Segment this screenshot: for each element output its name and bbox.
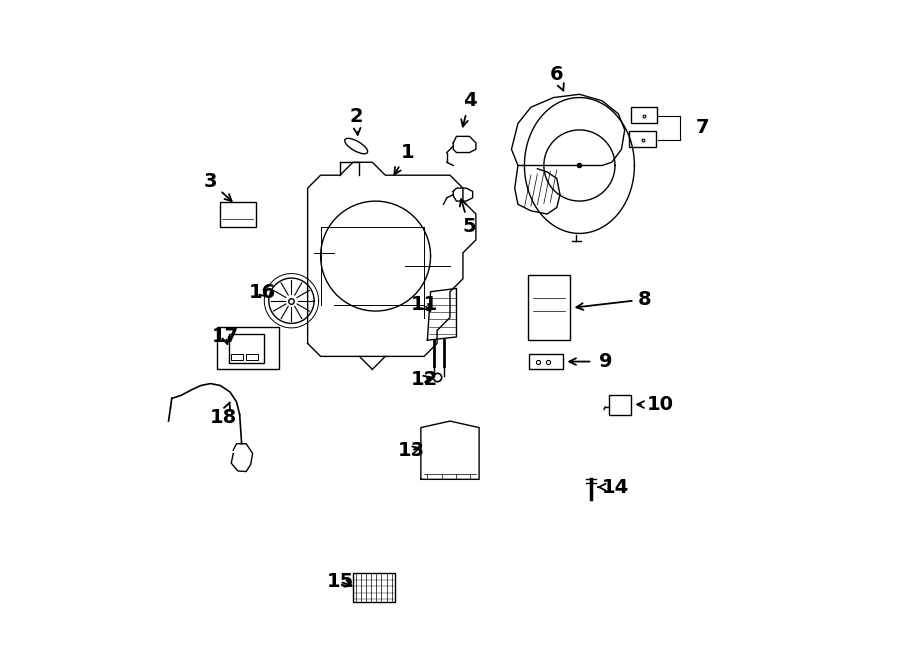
Text: 17: 17 xyxy=(212,327,239,346)
Text: 7: 7 xyxy=(696,118,709,137)
Text: 14: 14 xyxy=(598,478,628,496)
Text: 5: 5 xyxy=(460,199,476,237)
Text: 9: 9 xyxy=(598,352,612,371)
Text: 2: 2 xyxy=(349,108,363,135)
Text: 13: 13 xyxy=(398,441,425,459)
Text: 12: 12 xyxy=(410,369,437,389)
Text: 6: 6 xyxy=(550,65,563,91)
Text: 15: 15 xyxy=(327,572,354,591)
Text: 16: 16 xyxy=(248,284,276,303)
Text: 4: 4 xyxy=(462,91,476,126)
Text: 18: 18 xyxy=(210,403,237,428)
Text: 10: 10 xyxy=(637,395,674,414)
Text: 11: 11 xyxy=(410,295,437,314)
Text: 8: 8 xyxy=(576,290,651,310)
Text: 3: 3 xyxy=(203,172,231,201)
Text: 1: 1 xyxy=(394,143,415,175)
